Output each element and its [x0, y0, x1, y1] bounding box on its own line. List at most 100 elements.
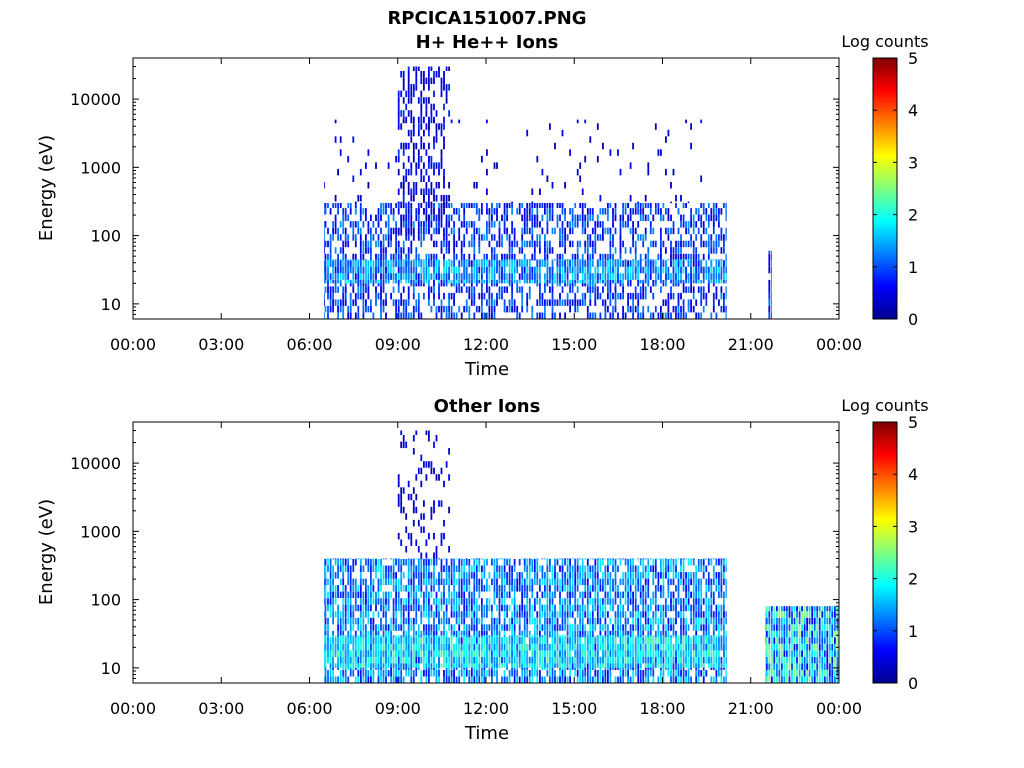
spectrogram-cell: [629, 260, 632, 267]
spectrogram-cell: [377, 259, 380, 261]
spectrogram-cell: [448, 259, 450, 261]
spectrogram-cell: [508, 299, 511, 306]
spectrogram-cell: [642, 240, 645, 248]
spectrogram-cell: [660, 234, 662, 241]
spectrogram-cell: [395, 578, 397, 586]
spectrogram-cell: [332, 260, 334, 267]
spectrogram-cell: [508, 234, 511, 241]
spectrogram-cell: [667, 305, 670, 313]
spectrogram-cell: [435, 136, 438, 143]
spectrogram-cell: [571, 208, 574, 215]
spectrogram-cell: [670, 240, 672, 248]
spectrogram-cell: [470, 670, 473, 677]
spectrogram-cell: [397, 253, 400, 261]
spectrogram-cell: [579, 617, 582, 625]
spectrogram-cell: [334, 559, 337, 566]
spectrogram-cell: [475, 617, 478, 625]
spectrogram-cell: [566, 279, 569, 287]
spectrogram-cell: [533, 598, 536, 605]
spectrogram-cell: [644, 670, 647, 677]
spectrogram-cell: [521, 203, 524, 208]
spectrogram-cell: [460, 585, 463, 592]
spectrogram-cell: [443, 617, 445, 625]
spectrogram-cell: [470, 591, 473, 599]
spectrogram-cell: [415, 253, 418, 261]
spectrogram-cell: [491, 611, 493, 618]
spectrogram-cell: [564, 312, 566, 319]
spectrogram-cell: [365, 234, 367, 241]
spectrogram-cell: [677, 670, 680, 677]
spectrogram-cell: [531, 221, 534, 228]
spectrogram-cell: [488, 624, 491, 631]
spectrogram-cell: [344, 611, 347, 618]
spectrogram-cell: [594, 266, 597, 274]
spectrogram-cell: [660, 247, 662, 254]
spectrogram-cell: [667, 578, 670, 586]
spectrogram-cell: [518, 611, 521, 618]
spectrogram-cell: [430, 103, 433, 111]
spectrogram-cell: [579, 630, 582, 638]
spectrogram-cell: [501, 656, 503, 664]
spectrogram-cell: [581, 208, 584, 215]
spectrogram-cell: [632, 208, 634, 215]
spectrogram-cell: [533, 259, 536, 261]
spectrogram-cell: [642, 598, 645, 605]
spectrogram-cell: [576, 578, 579, 586]
spectrogram-cell: [481, 273, 483, 280]
spectrogram-cell: [624, 670, 627, 677]
spectrogram-cell: [407, 266, 410, 274]
spectrogram-cell: [607, 578, 609, 586]
spectrogram-cell: [581, 572, 584, 579]
spectrogram-cell: [627, 299, 629, 306]
spectrogram-cell: [329, 565, 332, 572]
spectrogram-cell: [604, 585, 607, 592]
spectrogram-cell: [594, 558, 597, 560]
spectrogram-cell: [576, 572, 579, 579]
spectrogram-cell: [612, 598, 614, 605]
spectrogram-cell: [602, 266, 604, 274]
spectrogram-cell: [554, 591, 556, 599]
spectrogram-cell: [639, 286, 642, 293]
spectrogram-cell: [612, 565, 614, 572]
spectrogram-cell: [632, 312, 634, 319]
spectrogram-cell: [526, 214, 529, 222]
spectrogram-cell: [551, 247, 554, 254]
spectrogram-cell: [695, 208, 698, 215]
spectrogram-cell: [526, 292, 529, 300]
spectrogram-cell: [359, 247, 362, 254]
spectrogram-cell: [644, 234, 647, 241]
spectrogram-cell: [546, 253, 549, 261]
spectrogram-cell: [438, 611, 440, 618]
spectrogram-cell: [654, 558, 657, 560]
spectrogram-cell: [617, 149, 619, 156]
spectrogram-cell: [680, 234, 682, 241]
spectrogram-cell: [402, 162, 405, 169]
spectrogram-cell: [448, 305, 450, 313]
spectrogram-cell: [430, 670, 433, 677]
spectrogram-cell: [574, 279, 577, 284]
spectrogram-cell: [493, 670, 496, 677]
spectrogram-cell: [662, 585, 665, 592]
spectrogram-cell: [488, 221, 491, 228]
spectrogram-cell: [571, 585, 574, 592]
spectrogram-cell: [407, 260, 410, 267]
spectrogram-cell: [581, 221, 584, 228]
spectrogram-cell: [400, 260, 403, 267]
spectrogram-cell: [644, 676, 647, 683]
spectrogram-cell: [438, 598, 440, 605]
spectrogram-cell: [627, 663, 629, 670]
spectrogram-cell: [375, 591, 377, 599]
spectrogram-cell: [667, 214, 670, 222]
spectrogram-cell: [496, 604, 498, 612]
spectrogram-cell: [536, 260, 539, 267]
spectrogram-cell: [395, 227, 397, 235]
spectrogram-cell: [672, 266, 675, 274]
spectrogram-cell: [407, 66, 410, 71]
spectrogram-cell: [372, 630, 375, 638]
spectrogram-cell: [425, 221, 428, 228]
spectrogram-cell: [387, 591, 390, 599]
spectrogram-cell: [470, 624, 473, 631]
spectrogram-cell: [513, 656, 516, 664]
spectrogram-cell: [508, 266, 511, 274]
spectrogram-cell: [443, 227, 445, 235]
